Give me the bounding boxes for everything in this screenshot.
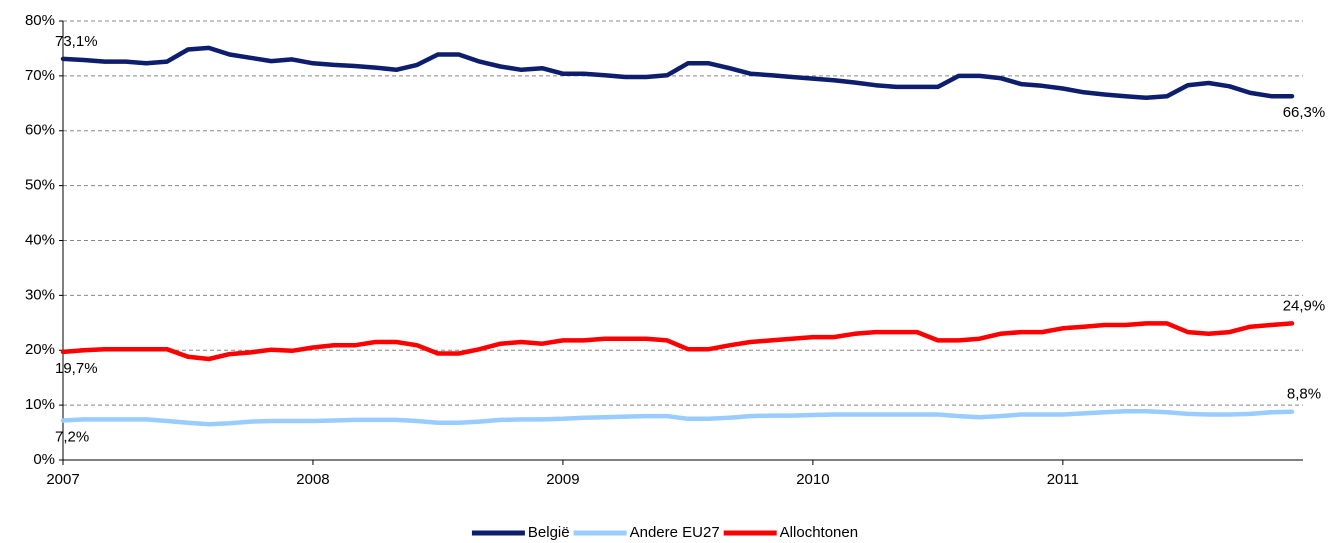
- series-line: [60, 408, 1295, 427]
- y-tick-label: 80%: [25, 12, 55, 29]
- y-tick-label: 40%: [25, 231, 55, 248]
- data-label: 66,3%: [1283, 104, 1326, 121]
- series-line: [60, 321, 1295, 362]
- y-tick-label: 30%: [25, 286, 55, 303]
- legend-label: Allochtonen: [780, 524, 858, 541]
- x-tick-label: 2010: [796, 471, 829, 488]
- x-tick-label: 2007: [46, 471, 79, 488]
- y-tick-label: 20%: [25, 341, 55, 358]
- y-tick-label: 60%: [25, 122, 55, 139]
- x-tick-label: 2011: [1047, 471, 1079, 488]
- y-tick-label: 70%: [25, 67, 55, 84]
- y-tick-label: 10%: [25, 396, 55, 413]
- x-tick-label: 2008: [296, 471, 329, 488]
- y-tick-label: 0%: [33, 451, 55, 468]
- data-label: 24,9%: [1283, 297, 1326, 314]
- legend: België Andere EU27 Allochtonen: [471, 524, 858, 541]
- data-label: 8,8%: [1287, 386, 1321, 403]
- y-tick-label: 50%: [25, 177, 55, 194]
- data-label: 7,2%: [55, 428, 89, 445]
- series-line: [60, 45, 1295, 101]
- data-label: 19,7%: [55, 360, 98, 377]
- legend-label: België: [528, 524, 570, 541]
- x-tick-label: 2009: [546, 471, 579, 488]
- legend-label: Andere EU27: [630, 524, 720, 541]
- data-label: 73,1%: [55, 33, 98, 50]
